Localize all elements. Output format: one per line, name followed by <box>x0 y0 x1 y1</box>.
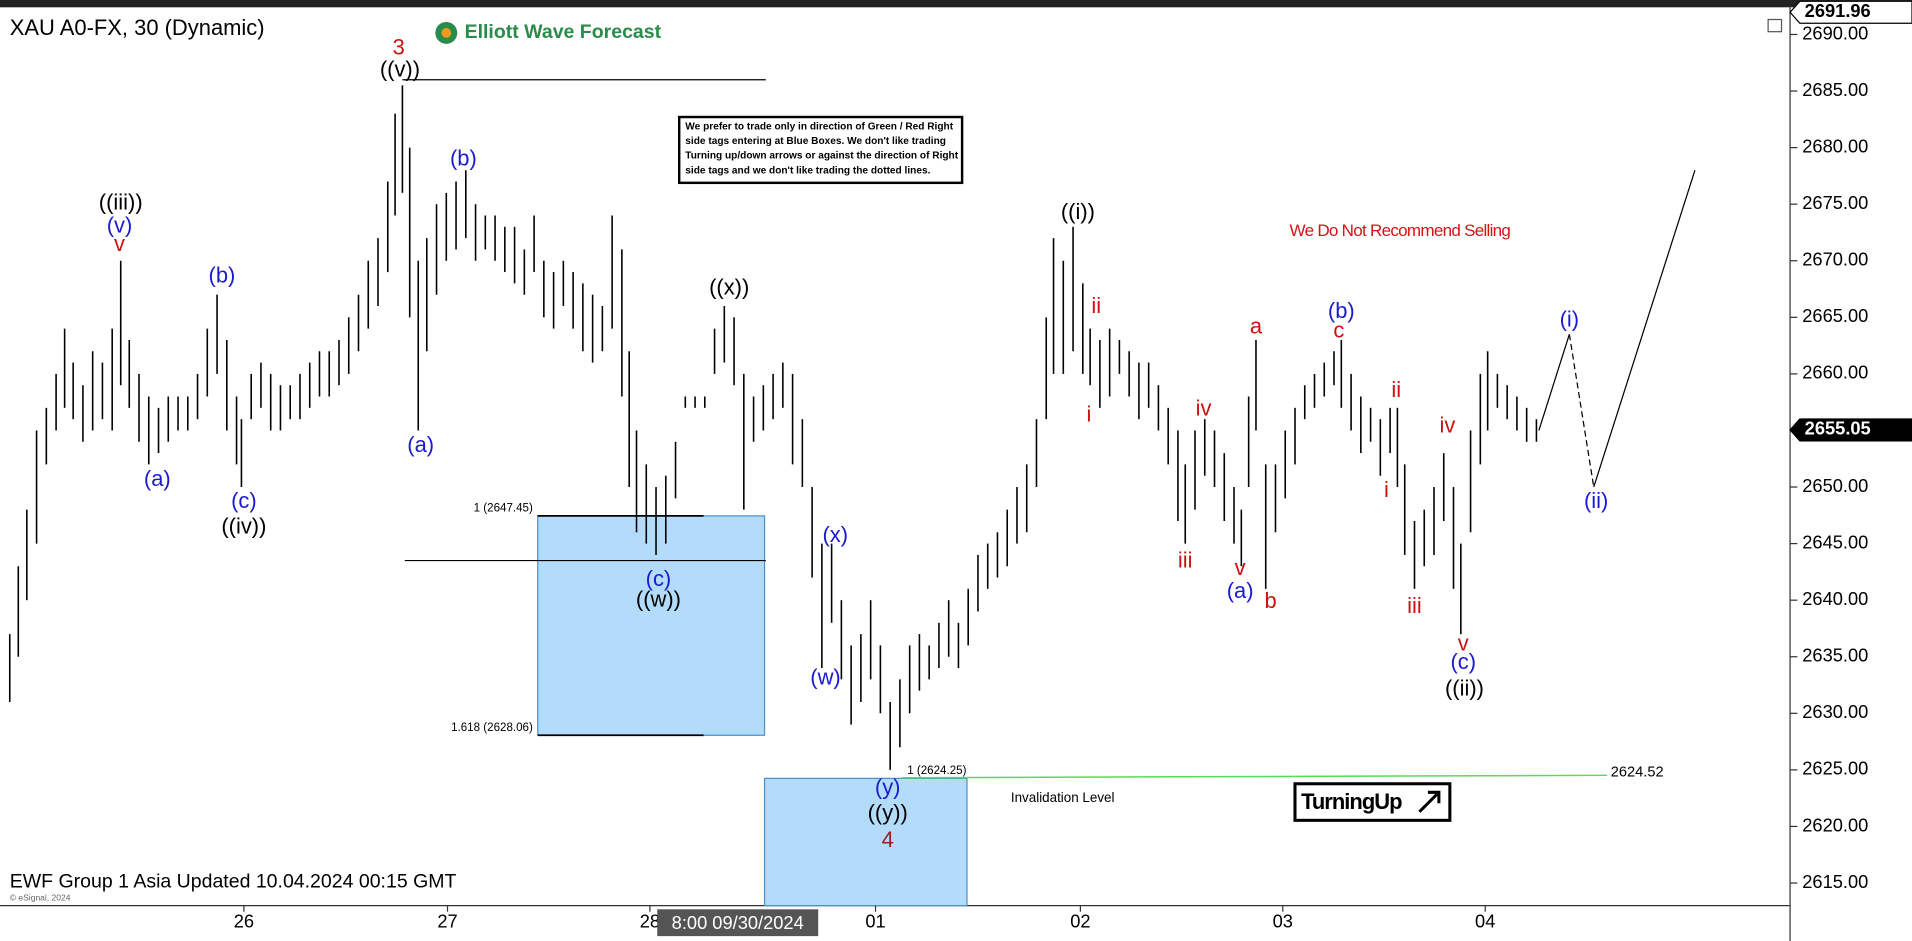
wave-label: ii <box>1391 377 1401 402</box>
price-tag: 2655.05 <box>1789 418 1912 442</box>
wave-label: (a) <box>1227 578 1254 603</box>
wave-label: 4 <box>882 827 894 852</box>
copyright: © eSignal, 2024 <box>10 893 71 903</box>
price-tag: 2691.96 <box>1789 0 1912 24</box>
y-tick-label: 2620.00 <box>1802 814 1868 835</box>
fib-label: 1 (2647.45) <box>474 503 533 515</box>
logo-icon-core <box>441 28 452 38</box>
wave-label: (c) <box>1450 649 1476 674</box>
blue-box <box>763 777 968 907</box>
turning-badge-text: TurningUp <box>1301 789 1402 814</box>
wave-label: (a) <box>144 466 171 491</box>
x-tick-label: 26 <box>234 911 254 932</box>
y-tick-label: 2675.00 <box>1802 192 1868 213</box>
y-tick-label: 2690.00 <box>1802 22 1868 43</box>
x-tick-label: 01 <box>865 911 885 932</box>
turning-badge <box>1293 782 1452 822</box>
wave-label: iii <box>1407 593 1422 618</box>
wave-label: ((iii)) <box>99 189 143 214</box>
wave-label: (c) <box>646 566 672 591</box>
note-line: We prefer to trade only in direction of … <box>685 121 953 132</box>
wave-label: i <box>1384 477 1389 502</box>
fib-label: 1.618 (2628.06) <box>451 722 533 734</box>
y-tick-label: 2635.00 <box>1802 645 1868 666</box>
price-tag-shape <box>1789 0 1912 24</box>
note-line: Turning up/down arrows or against the di… <box>685 151 958 162</box>
wave-label: (c) <box>231 488 257 513</box>
recommendation: We Do Not Recommend Selling <box>1290 221 1511 240</box>
wave-label: ((x)) <box>709 275 749 300</box>
wave-label: v <box>114 231 125 256</box>
wave-label: ((iv)) <box>221 514 266 539</box>
y-tick-label: 2630.00 <box>1802 701 1868 722</box>
y-tick-label: 2650.00 <box>1802 475 1868 496</box>
invalidation-label: Invalidation Level <box>1011 790 1115 805</box>
wave-label: iii <box>1178 548 1193 573</box>
fib-label: 1 (2624.25) <box>907 765 966 777</box>
y-tick-label: 2615.00 <box>1802 871 1868 892</box>
wave-label: v <box>1458 631 1469 656</box>
wave-label: (v) <box>107 213 133 238</box>
wave-label: (b) <box>209 262 236 287</box>
y-tick-label: 2665.00 <box>1802 305 1868 326</box>
y-tick-label: 2685.00 <box>1802 79 1868 100</box>
footer: EWF Group 1 Asia Updated 10.04.2024 00:1… <box>10 871 457 893</box>
y-tick-label: 2640.00 <box>1802 588 1868 609</box>
wave-label: (ii) <box>1584 488 1608 513</box>
projection-line <box>1593 170 1696 488</box>
blue-box <box>537 515 766 736</box>
wave-label: (x) <box>822 522 848 547</box>
price-tag-shape <box>1789 418 1912 442</box>
window-icon[interactable] <box>1767 18 1783 33</box>
y-tick-label: 2660.00 <box>1802 362 1868 383</box>
wave-label: v <box>1235 555 1246 580</box>
y-tick-label: 2625.00 <box>1802 758 1868 779</box>
note-line: side tags and we don't like trading the … <box>685 165 930 176</box>
top-border <box>0 0 1912 8</box>
wave-label: b <box>1264 588 1276 613</box>
price-tag-label: 2691.96 <box>1805 0 1871 21</box>
wave-label: (i) <box>1560 306 1580 331</box>
wave-label: (b) <box>1328 298 1355 323</box>
price-tag-label: 2655.05 <box>1805 418 1871 439</box>
wave-label: i <box>1086 401 1091 426</box>
turning-arrow <box>1418 790 1441 813</box>
wave-label: (y) <box>875 774 901 799</box>
wave-label: ((i)) <box>1061 199 1095 224</box>
wave-label: ii <box>1091 293 1101 318</box>
projection-line <box>1568 334 1595 488</box>
note-box <box>677 115 964 185</box>
wave-label: ((v)) <box>380 56 420 81</box>
wave-label: (b) <box>450 145 477 170</box>
x-tick-label: 02 <box>1070 911 1090 932</box>
x-tick-label: 28 <box>640 911 660 932</box>
wave-label: (w) <box>810 665 840 690</box>
wave-label: iv <box>1439 412 1455 437</box>
chart-title: XAU A0-FX, 30 (Dynamic) <box>10 15 265 40</box>
x-tick-label: 04 <box>1475 911 1495 932</box>
wave-label: a <box>1250 314 1263 339</box>
wave-label: ((ii)) <box>1445 676 1484 701</box>
cursor-label: 8:00 09/30/2024 <box>672 912 804 933</box>
note-line: side tags entering at Blue Boxes. We don… <box>685 136 946 147</box>
wave-label: iv <box>1196 395 1212 420</box>
y-tick-label: 2680.00 <box>1802 135 1868 156</box>
invalidation-line <box>902 774 1608 779</box>
wave-label: ((w)) <box>636 587 681 612</box>
projection-line <box>1538 334 1570 431</box>
brand: Elliott Wave Forecast <box>465 21 662 43</box>
wave-label: ((y)) <box>868 800 908 825</box>
y-tick-label: 2670.00 <box>1802 249 1868 270</box>
y-tick-label: 2645.00 <box>1802 531 1868 552</box>
cursor-label-box <box>657 909 819 937</box>
invalidation-value: 2624.52 <box>1611 765 1664 781</box>
wave-label: c <box>1333 317 1344 342</box>
wave-label: 3 <box>393 35 405 60</box>
x-tick-label: 27 <box>437 911 457 932</box>
wave-label: (a) <box>407 432 434 457</box>
x-tick-label: 03 <box>1273 911 1293 932</box>
